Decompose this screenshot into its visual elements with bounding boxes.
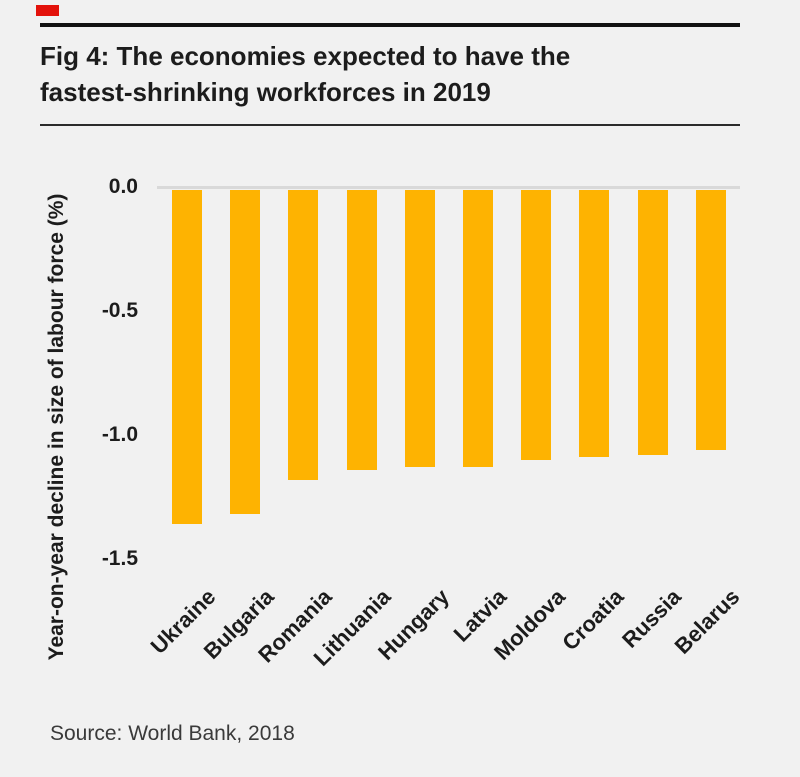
zero-gridline bbox=[157, 186, 740, 189]
y-axis-title: Year-on-year decline in size of labour f… bbox=[45, 193, 68, 661]
y-tick-label: -0.5 bbox=[101, 299, 138, 322]
bar-belarus bbox=[695, 190, 726, 450]
bar-moldova bbox=[521, 190, 552, 460]
chart-title: Fig 4: The economies expected to have th… bbox=[40, 38, 750, 110]
y-tick-label: -1.5 bbox=[101, 547, 138, 570]
bar-romania bbox=[288, 190, 319, 480]
bar-croatia bbox=[579, 190, 610, 458]
bar-hungary bbox=[404, 190, 435, 468]
bar-latvia bbox=[463, 190, 493, 468]
chart-title-line-2: fastest-shrinking workforces in 2019 bbox=[40, 77, 491, 107]
source-note: Source: World Bank, 2018 bbox=[50, 722, 295, 745]
bar-russia bbox=[637, 190, 668, 455]
bar-lithuania bbox=[346, 190, 377, 470]
x-axis-label-croatia: Croatia bbox=[556, 584, 629, 656]
bar-chart: Year-on-year decline in size of labour f… bbox=[0, 150, 800, 710]
x-axis-label-belarus: Belarus bbox=[669, 584, 745, 659]
y-tick-label: 0.0 bbox=[108, 175, 138, 198]
bar-ukraine bbox=[172, 190, 202, 525]
top-rule bbox=[40, 23, 740, 27]
bar-bulgaria bbox=[230, 190, 261, 515]
y-tick-label: -1.0 bbox=[101, 423, 138, 446]
chart-title-line-1: Fig 4: The economies expected to have th… bbox=[40, 41, 571, 71]
brand-red-tab bbox=[36, 5, 59, 16]
title-divider-rule bbox=[40, 124, 740, 126]
